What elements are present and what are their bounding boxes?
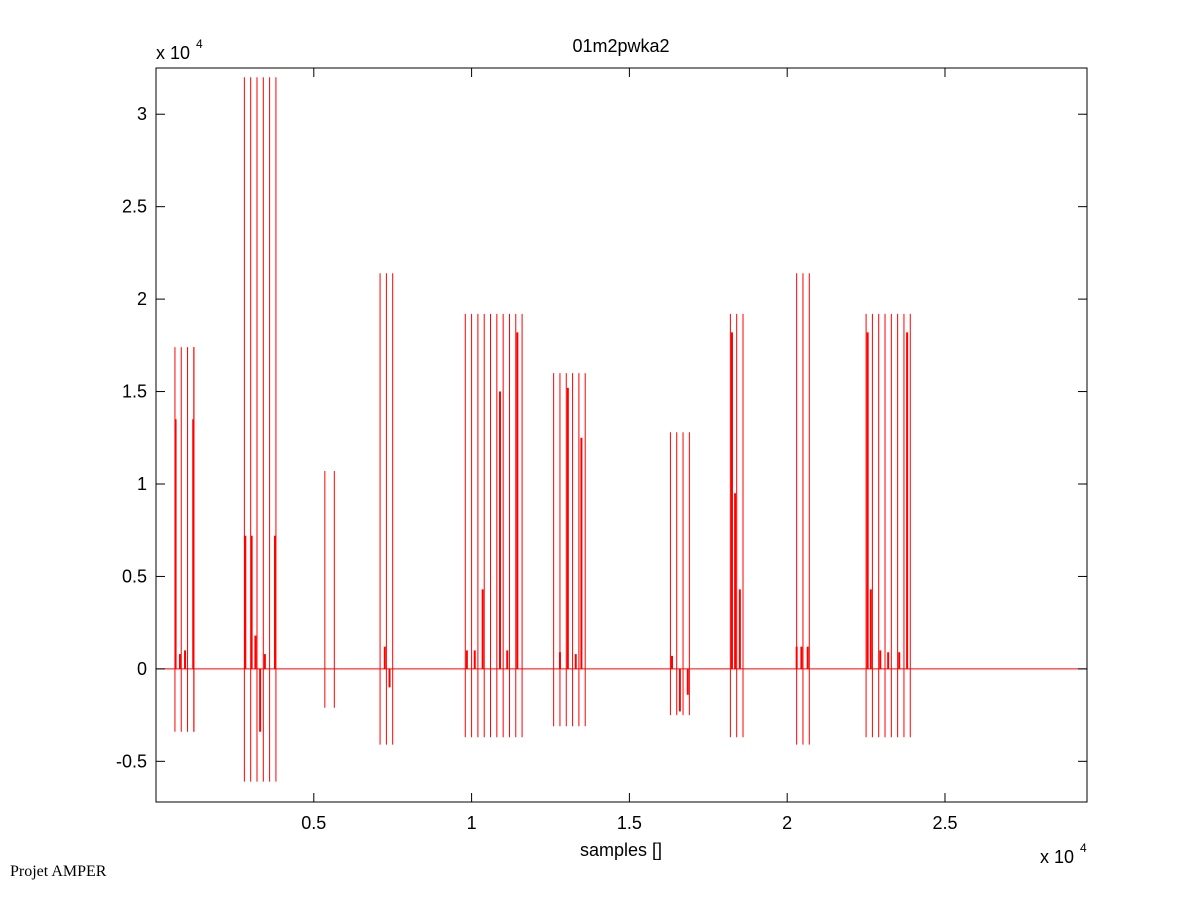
axes-box	[155, 67, 1088, 803]
data-layer	[156, 77, 1087, 782]
x-multiplier-base: x 10	[1040, 847, 1074, 867]
y-tick-label: 0.5	[122, 566, 147, 586]
y-ticks: -0.5 0 0.5 1 1.5 2 2.5 3	[116, 104, 1087, 771]
x-tick-label: 1	[467, 813, 477, 833]
x-multiplier-exponent: 4	[1080, 841, 1087, 855]
x-tick-label: 2	[782, 813, 792, 833]
y-multiplier-label: x 10 4	[156, 37, 203, 63]
plot-area	[156, 77, 1087, 782]
y-tick-label: 2	[137, 289, 147, 309]
y-tick-label: 1.5	[122, 382, 147, 402]
y-tick-label: 0	[137, 659, 147, 679]
y-multiplier-base: x 10	[156, 43, 190, 63]
chart-title: 01m2pwka2	[572, 36, 669, 56]
x-multiplier-label: x 10 4	[1040, 841, 1087, 867]
x-tick-label: 1.5	[617, 813, 642, 833]
x-axis-label: samples []	[580, 840, 662, 860]
credit-text: Projet AMPER	[10, 863, 107, 880]
x-ticks: 0.5 1 1.5 2 2.5	[301, 68, 957, 833]
y-tick-label: -0.5	[116, 751, 147, 771]
y-tick-label: 1	[137, 474, 147, 494]
y-tick-label: 2.5	[122, 197, 147, 217]
y-multiplier-exponent: 4	[196, 37, 203, 51]
x-tick-label: 0.5	[301, 813, 326, 833]
x-tick-label: 2.5	[932, 813, 957, 833]
y-tick-label: 3	[137, 104, 147, 124]
